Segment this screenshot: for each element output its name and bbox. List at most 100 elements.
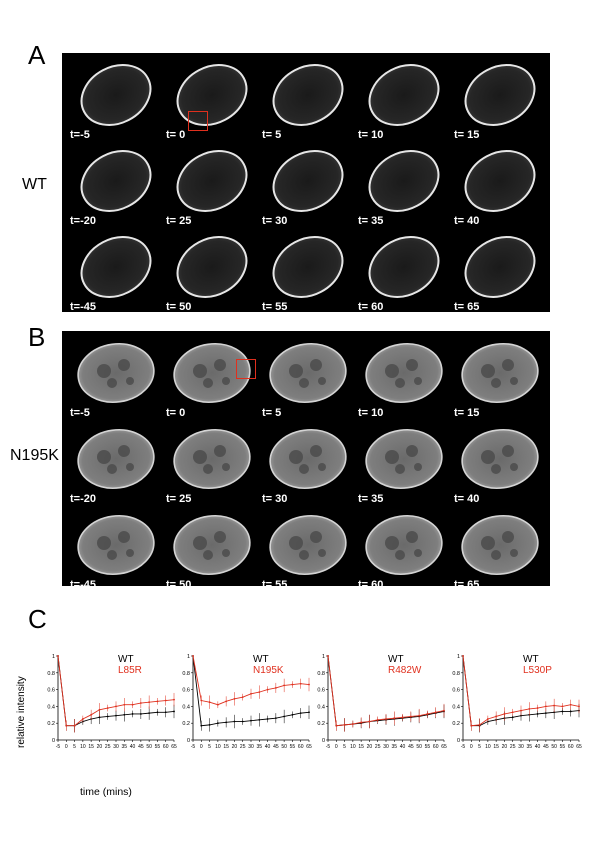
- data-point: [561, 710, 564, 713]
- x-tick-label: 50: [551, 744, 557, 750]
- data-point: [520, 714, 522, 717]
- data-point: [478, 723, 481, 726]
- y-tick-label: 0.2: [47, 721, 55, 727]
- legend-entry: WT: [118, 654, 134, 665]
- time-label: t= 35: [358, 215, 384, 227]
- data-point: [327, 655, 329, 657]
- time-label: t= 10: [358, 129, 384, 141]
- x-tick-label: 10: [80, 744, 86, 750]
- time-label: t= 60: [358, 579, 384, 591]
- data-point: [283, 715, 286, 718]
- data-point: [258, 691, 261, 694]
- x-tick-label: 30: [113, 744, 119, 750]
- micrograph-cell: t= 5: [260, 335, 356, 421]
- data-point: [148, 701, 151, 704]
- data-point: [299, 712, 302, 715]
- data-point: [131, 703, 134, 706]
- y-tick-label: 0.6: [317, 688, 325, 694]
- data-point: [139, 702, 142, 704]
- data-point: [426, 713, 429, 715]
- data-point: [536, 707, 539, 709]
- time-label: t= 55: [262, 301, 288, 313]
- x-tick-label: 25: [240, 744, 246, 750]
- nucleus-shape: [176, 64, 248, 126]
- micrograph-cell: t=-45: [68, 507, 164, 593]
- panel-b-letter: B: [28, 322, 46, 352]
- y-tick-label: 0: [322, 738, 325, 744]
- nucleus-shape: [272, 64, 344, 126]
- micrograph-cell: t= 10: [356, 57, 452, 143]
- x-tick-label: 20: [367, 744, 373, 750]
- x-tick-label: 15: [493, 744, 499, 750]
- x-tick-label: 10: [215, 744, 221, 750]
- data-point: [258, 718, 261, 721]
- y-tick-label: 0.8: [182, 671, 190, 677]
- data-point: [208, 701, 211, 704]
- nucleus-shape: [269, 428, 347, 490]
- data-point: [528, 708, 531, 710]
- panel-c-letter: C: [28, 604, 47, 634]
- nucleus-shape: [368, 64, 440, 126]
- micrograph-panel-a: t=-5 t= 0 t= 5 t= 10 t= 15 t=-20 t= 25 t= 30 t= …: [62, 53, 550, 315]
- time-label: t=-20: [70, 215, 96, 227]
- data-point: [343, 723, 346, 726]
- nucleus-shape: [461, 342, 539, 404]
- time-label: t= 25: [166, 215, 192, 227]
- nucleus-shape: [269, 342, 347, 404]
- x-tick-label: 45: [543, 744, 549, 750]
- x-tick-label: 30: [518, 744, 524, 750]
- data-point: [241, 720, 244, 723]
- micrograph-cell: t= 55: [260, 229, 356, 315]
- data-point: [81, 718, 84, 720]
- x-tick-label: -5: [326, 744, 331, 750]
- x-tick-label: 55: [560, 744, 566, 750]
- data-point: [569, 703, 572, 706]
- nucleus-shape: [365, 514, 443, 576]
- x-tick-label: -5: [56, 744, 61, 750]
- x-tick-label: 60: [163, 744, 169, 750]
- data-point: [462, 655, 464, 657]
- data-point: [192, 655, 194, 657]
- data-point: [156, 700, 159, 703]
- data-point: [335, 724, 338, 727]
- x-tick-label: 65: [171, 744, 177, 750]
- x-tick-label: 60: [568, 744, 574, 750]
- data-point: [200, 724, 203, 727]
- data-point: [351, 723, 354, 725]
- data-point: [148, 712, 151, 715]
- y-tick-label: 0.4: [452, 704, 460, 710]
- nucleus-shape: [176, 236, 248, 298]
- y-tick-label: 0.8: [47, 671, 55, 677]
- nucleus-shape: [368, 150, 440, 212]
- data-point: [511, 716, 514, 719]
- data-point: [57, 655, 59, 657]
- x-tick-label: 0: [470, 744, 473, 750]
- x-tick-label: 20: [502, 744, 508, 750]
- x-tick-label: 25: [510, 744, 516, 750]
- y-tick-label: 0.4: [182, 704, 190, 710]
- y-tick-label: 1: [187, 654, 190, 660]
- data-point: [225, 700, 228, 703]
- y-tick-label: 0.6: [47, 688, 55, 694]
- time-label: t= 10: [358, 407, 384, 419]
- y-tick-label: 0.8: [452, 671, 460, 677]
- data-point: [434, 711, 437, 714]
- y-tick-label: 0.6: [452, 688, 460, 694]
- x-tick-label: 5: [478, 744, 481, 750]
- time-label: t= 40: [454, 493, 480, 505]
- micrograph-cell: t=-20: [68, 421, 164, 507]
- bleach-region-box: [188, 111, 208, 131]
- y-tick-label: 0: [187, 738, 190, 744]
- micrograph-cell: t=-5: [68, 57, 164, 143]
- x-tick-label: 55: [155, 744, 161, 750]
- micrograph-cell: t= 50: [164, 229, 260, 315]
- data-point: [98, 708, 101, 711]
- data-point: [233, 697, 236, 700]
- micrograph-cell: t= 25: [164, 143, 260, 229]
- time-label: t= 40: [454, 215, 480, 227]
- data-point: [486, 718, 489, 720]
- x-tick-label: 50: [281, 744, 287, 750]
- data-point: [553, 711, 556, 714]
- data-point: [173, 710, 175, 713]
- micrograph-cell: t= 5: [260, 57, 356, 143]
